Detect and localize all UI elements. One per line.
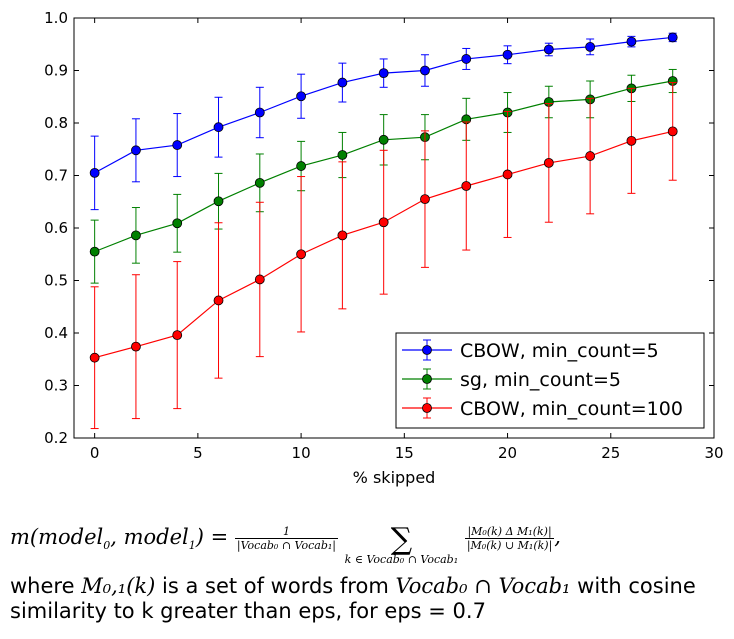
data-point — [89, 246, 100, 257]
y-tick-label: 0.2 — [44, 429, 68, 447]
y-tick-label: 0.8 — [44, 114, 68, 132]
data-point — [543, 157, 554, 168]
formula-description: where M₀,₁(k) is a set of words from Voc… — [10, 574, 696, 623]
data-point — [213, 295, 224, 306]
y-tick-label: 1.0 — [44, 9, 68, 27]
y-tick-label: 0.7 — [44, 167, 68, 185]
x-axis-label: % skipped — [353, 468, 436, 487]
x-axis-ticks: 0 5 10 15 20 25 30 — [90, 18, 724, 462]
data-point — [213, 122, 224, 133]
x-tick-label: 10 — [292, 444, 311, 462]
formula-normalizer-fraction: 1 |Vocab₀ ∩ Vocab₁| — [234, 524, 338, 552]
y-tick-label: 0.3 — [44, 377, 68, 395]
legend-marker — [422, 374, 432, 384]
data-point — [461, 54, 472, 64]
data-point — [585, 151, 596, 161]
legend-frame — [395, 332, 705, 429]
data-point — [626, 36, 637, 47]
data-point — [667, 126, 678, 137]
data-point — [296, 161, 306, 171]
data-point — [131, 341, 141, 352]
data-point — [543, 44, 554, 55]
data-point — [254, 177, 265, 188]
data-point — [131, 145, 141, 156]
chart-figure: 0.2 0.3 0.4 0.5 0.6 0.7 0.8 0.9 1.0 0 5 10 15 20 25 30… — [44, 9, 723, 487]
legend-marker — [422, 345, 432, 355]
legend-label: CBOW, min_count=5 — [460, 340, 659, 362]
y-axis-ticks: 0.2 0.3 0.4 0.5 0.6 0.7 0.8 0.9 1.0 — [44, 9, 714, 447]
series-2 — [89, 82, 678, 430]
data-point — [461, 181, 472, 191]
x-tick-label: 25 — [601, 444, 620, 462]
formula-summation: ∑ k ∈ Vocab₀ ∩ Vocab₁ — [344, 522, 459, 566]
x-tick-label: 15 — [395, 444, 414, 462]
data-point — [89, 352, 100, 363]
y-tick-label: 0.5 — [44, 272, 68, 290]
data-point — [420, 65, 430, 76]
data-point — [378, 134, 389, 145]
x-tick-label: 0 — [90, 444, 100, 462]
formula-lhs: m(model0, model1) = — [10, 524, 229, 552]
formula-ratio-fraction: |M₀(k) Δ M₁(k)| |M₀(k) ∪ M₁(k)| — [464, 524, 555, 552]
data-point — [337, 230, 348, 241]
y-tick-label: 0.6 — [44, 219, 68, 237]
similarity-formula: m(model0, model1) = 1 |Vocab₀ ∩ Vocab₁| ∑… — [10, 522, 561, 566]
data-point — [337, 77, 348, 88]
data-point — [131, 230, 141, 241]
data-point — [667, 32, 678, 43]
legend-marker — [422, 403, 432, 413]
data-point — [502, 49, 513, 60]
data-point — [254, 274, 265, 285]
data-point — [378, 217, 389, 228]
data-point — [378, 68, 389, 79]
caption: m(model0, model1) = 1 |Vocab₀ ∩ Vocab₁| ∑… — [10, 518, 730, 624]
legend-label: CBOW, min_count=100 — [460, 398, 683, 420]
data-point — [420, 194, 430, 205]
legend: CBOW, min_count=5 sg, min_count=5 CBOW, mi… — [395, 332, 705, 429]
data-series — [89, 32, 678, 430]
x-tick-label: 5 — [193, 444, 203, 462]
data-point — [254, 107, 265, 118]
x-tick-label: 30 — [704, 444, 723, 462]
plot-area: 0.2 0.3 0.4 0.5 0.6 0.7 0.8 0.9 1.0 0 5 10 15 20 25 30 — [44, 9, 723, 462]
data-point — [296, 91, 306, 102]
x-tick-label: 20 — [498, 444, 517, 462]
y-tick-label: 0.9 — [44, 62, 68, 80]
data-point — [626, 135, 637, 146]
legend-label: sg, min_count=5 — [460, 369, 621, 391]
axes-frame — [73, 17, 715, 439]
data-point — [213, 196, 224, 207]
series-0 — [89, 32, 678, 211]
y-tick-label: 0.4 — [44, 324, 68, 342]
data-point — [337, 150, 348, 160]
data-point — [502, 169, 513, 180]
data-point — [585, 41, 596, 52]
data-point — [89, 167, 100, 178]
data-point — [172, 218, 183, 229]
legend-items: CBOW, min_count=5 sg, min_count=5 CBOW, mi… — [402, 339, 683, 420]
data-point — [172, 330, 183, 341]
data-point — [296, 249, 306, 260]
data-point — [172, 140, 183, 150]
